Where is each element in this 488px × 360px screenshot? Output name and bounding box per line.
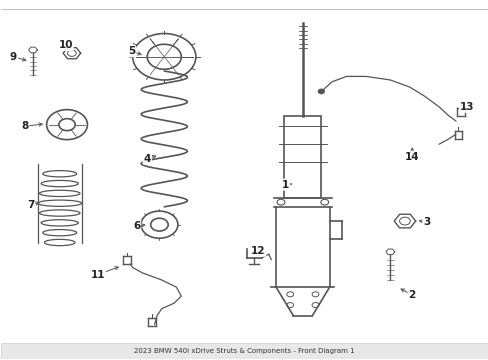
Text: 12: 12 <box>250 246 265 256</box>
Text: 2: 2 <box>408 290 415 300</box>
Text: 1: 1 <box>282 180 289 190</box>
Text: 6: 6 <box>133 221 140 231</box>
Text: 3: 3 <box>422 217 429 227</box>
Text: 7: 7 <box>27 200 34 210</box>
Text: 8: 8 <box>21 121 28 131</box>
Text: 13: 13 <box>459 102 473 112</box>
Bar <box>284 116 321 198</box>
Text: 10: 10 <box>58 40 73 50</box>
Bar <box>1 342 487 359</box>
Text: 14: 14 <box>404 152 419 162</box>
Circle shape <box>318 89 324 94</box>
Text: 2023 BMW 540i xDrive Struts & Components - Front Diagram 1: 2023 BMW 540i xDrive Struts & Components… <box>134 348 354 354</box>
Text: 9: 9 <box>10 52 17 62</box>
Text: 4: 4 <box>143 154 151 163</box>
Text: 5: 5 <box>128 46 135 57</box>
Text: 11: 11 <box>90 270 105 280</box>
